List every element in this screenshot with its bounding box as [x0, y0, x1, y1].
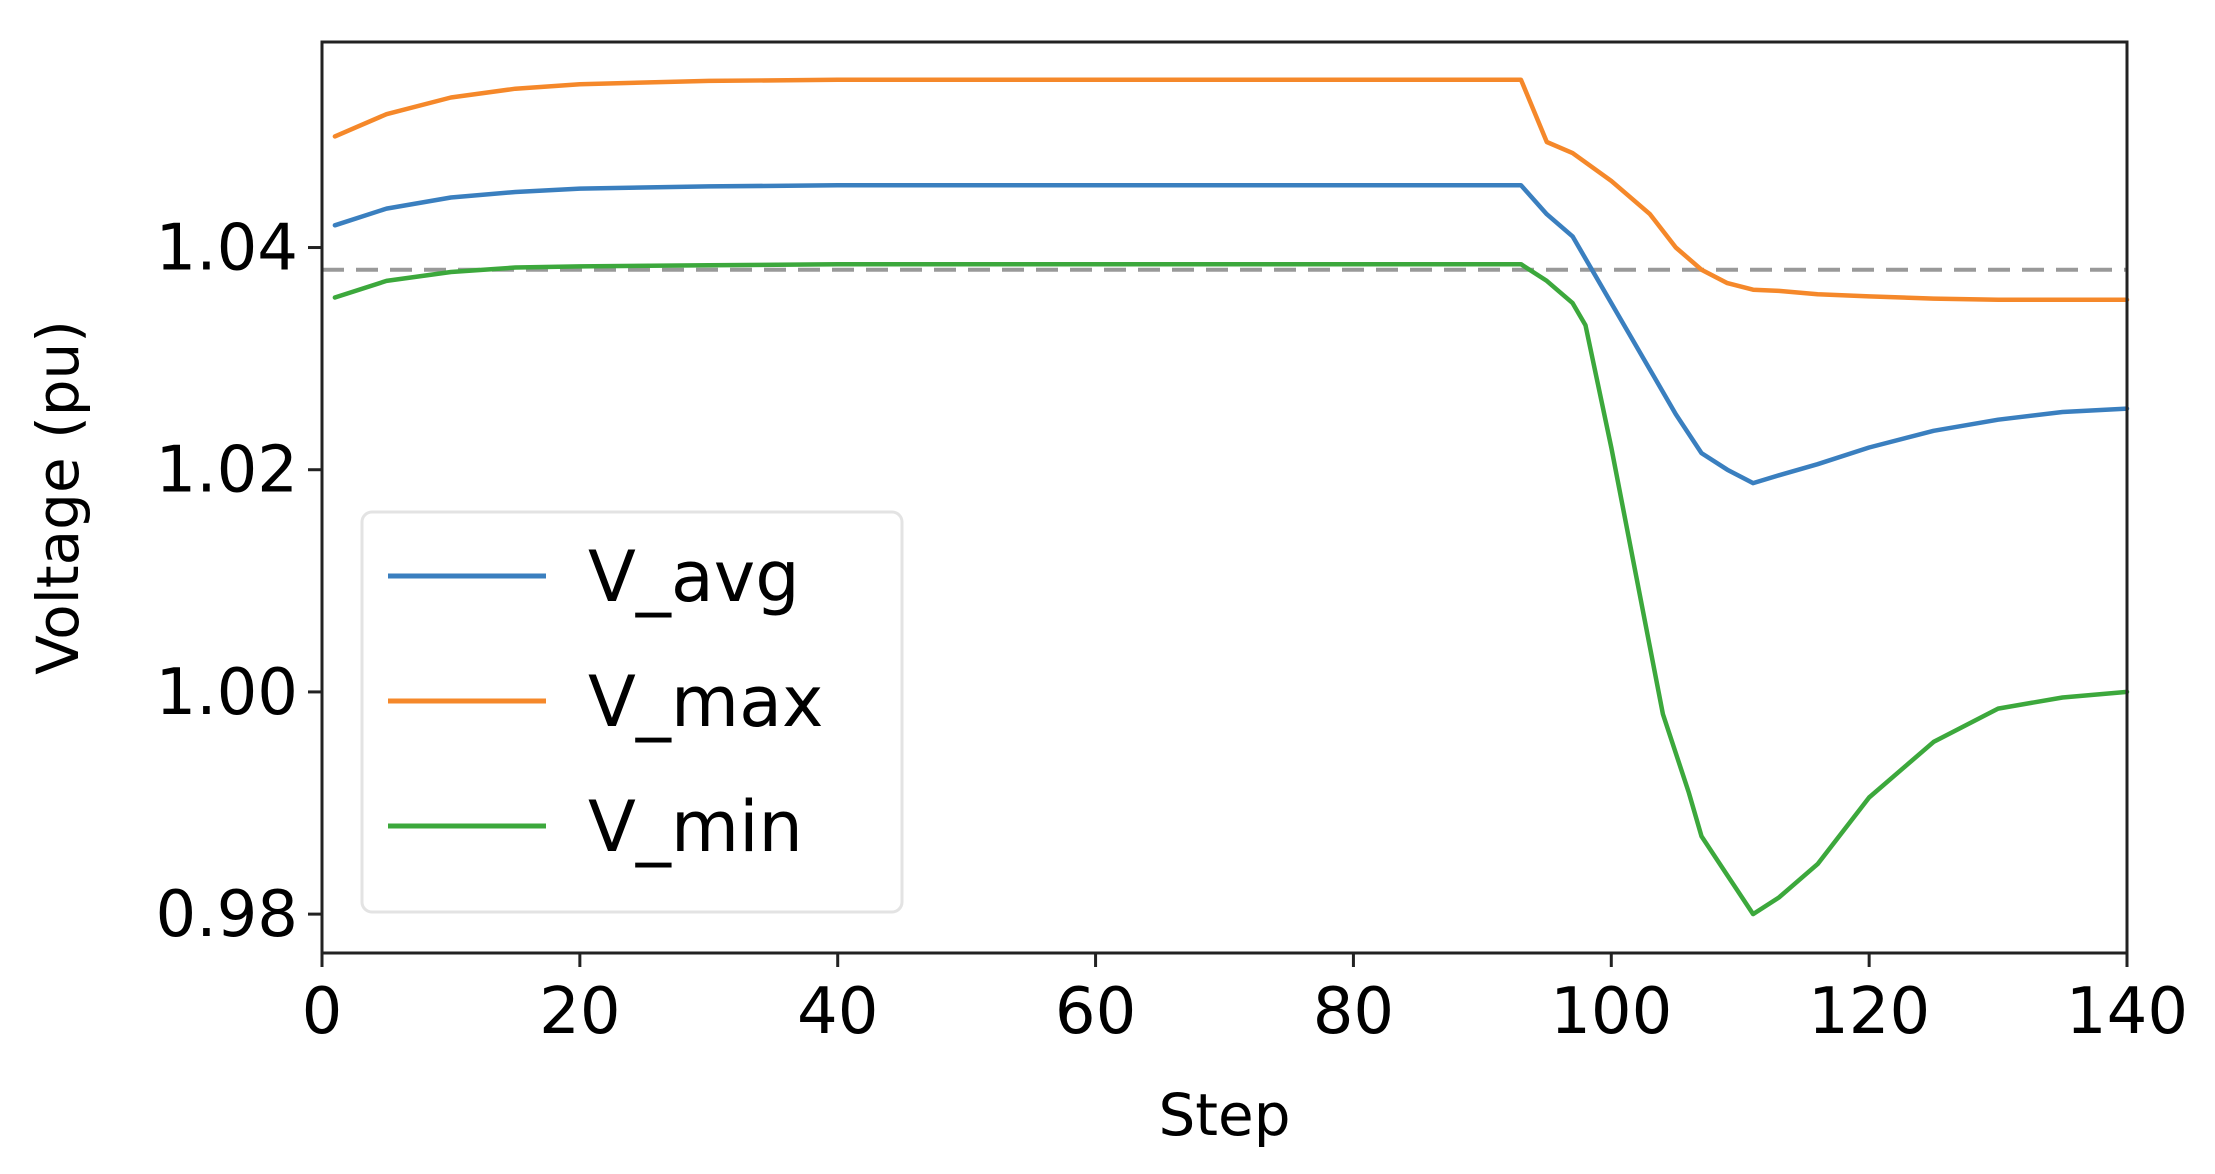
- x-tick-label: 140: [2066, 975, 2188, 1049]
- x-tick-label: 0: [302, 975, 343, 1049]
- y-tick-label: 1.00: [156, 656, 299, 730]
- y-tick-label: 1.04: [156, 212, 299, 286]
- legend: V_avg V_max V_min: [360, 510, 904, 914]
- legend-label: V_min: [588, 786, 803, 868]
- x-tick-label: 40: [797, 975, 878, 1049]
- x-tick-label: 100: [1550, 975, 1672, 1049]
- y-tick-label: 1.02: [156, 434, 299, 508]
- plot-area: [322, 77, 2130, 917]
- legend-box: [360, 510, 904, 914]
- x-axis-label: Step: [1158, 1081, 1290, 1149]
- y-tick-label: 0.98: [156, 878, 299, 952]
- x-tick-label: 60: [1055, 975, 1136, 1049]
- x-tick-label: 80: [1313, 975, 1394, 1049]
- x-tick-label: 20: [539, 975, 620, 1049]
- x-tick-label: 120: [1808, 975, 1930, 1049]
- y-axis-label: Voltage (pu): [24, 320, 92, 675]
- legend-label: V_avg: [588, 536, 800, 618]
- axis-ticks: 0 20 40 60 80 100 120 140 0.98 1.00 1.02 1.04: [156, 212, 2189, 1049]
- axes-frame: [320, 40, 2129, 955]
- series-line-v-min: [332, 261, 2130, 917]
- series-line-v-avg: [332, 183, 2130, 486]
- legend-label: V_max: [588, 661, 823, 743]
- series-line-v-max: [332, 77, 2130, 302]
